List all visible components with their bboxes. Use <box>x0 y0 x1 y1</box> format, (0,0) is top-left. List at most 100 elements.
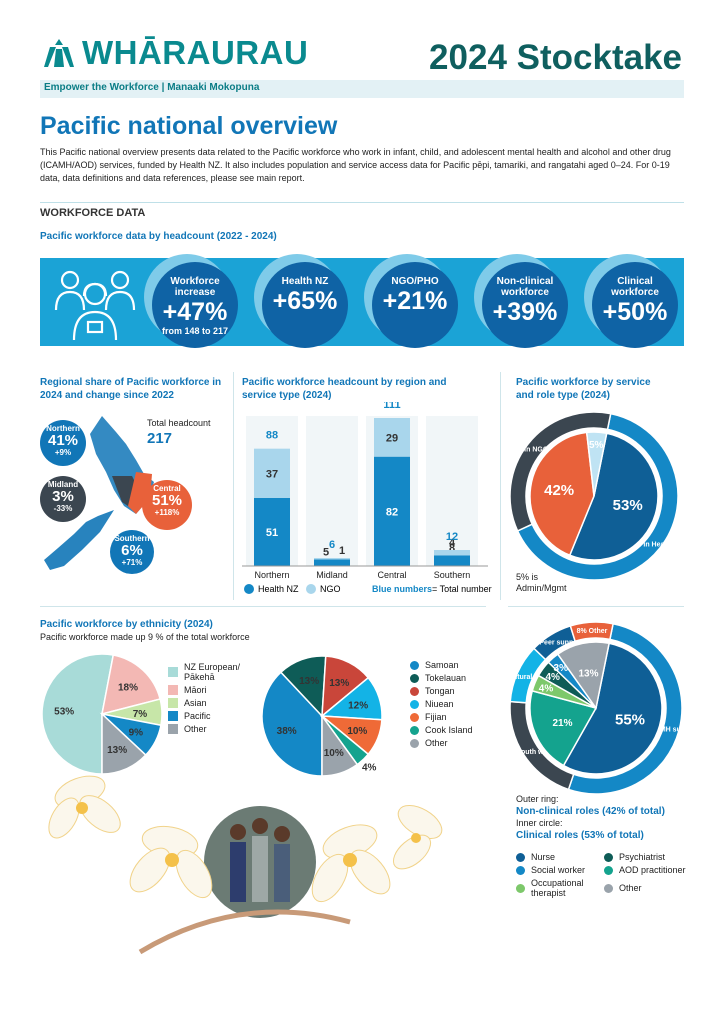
legend-item: NZ European/ Pākehā <box>168 662 252 682</box>
pie-slice-label: 18% <box>118 682 138 693</box>
legend-label: Asian <box>184 698 207 708</box>
ethnicity-legend: NZ European/ Pākehā Māori Asian Pacific Othe… <box>168 662 252 737</box>
bar-bg <box>426 416 478 566</box>
legend-note-a: Blue numbers <box>372 584 432 594</box>
legend-label: NGO <box>320 584 341 594</box>
inner-segment <box>568 432 659 561</box>
bar-health-nz <box>254 498 290 566</box>
legend-label: Samoan <box>425 660 459 670</box>
bar-ngo <box>374 418 410 457</box>
pie-slice-label: 13% <box>299 676 319 687</box>
legend-item: Other <box>168 724 252 734</box>
legend-swatch <box>410 673 419 683</box>
legend-label: AOD practitioner <box>619 865 686 875</box>
bar-health-nz <box>314 559 350 566</box>
stat-label: Workforce increase <box>170 276 220 298</box>
ethnicity-pie: 53% 18% 7% 9%13% <box>41 653 163 775</box>
region-change: +9% <box>54 448 72 457</box>
bar-ngo <box>434 550 470 556</box>
legend-item: Samoan <box>410 660 500 670</box>
stat-value: +65% <box>272 287 338 315</box>
pie-slice <box>101 712 147 775</box>
inner-segment <box>529 431 595 557</box>
region-share: 3% <box>52 488 74 505</box>
inner-segment-label: 42% <box>544 482 574 499</box>
legend-swatch <box>168 698 178 708</box>
pie-slice-label: 53% <box>54 706 74 717</box>
region-bubble-midland: Midland 3% -33% <box>40 476 86 522</box>
inner-segment-label: 13% <box>578 668 598 679</box>
legend-swatch <box>410 738 419 748</box>
total-value: 217 <box>147 430 173 447</box>
pie-slice-label: 10% <box>347 726 367 737</box>
logo: WHĀRAURAU <box>44 34 308 72</box>
legend-label: Other <box>619 883 642 893</box>
legend-label: Occupational therapist <box>531 878 584 898</box>
legend-item: Fijian <box>410 712 500 722</box>
regional-title: Regional share of Pacific workforce in 2… <box>40 377 222 401</box>
pie-slice-label: 4% <box>362 762 377 773</box>
divider <box>500 372 501 600</box>
pie-slice-label: 10% <box>324 748 344 759</box>
legend-item: Social worker <box>516 865 598 875</box>
legend-swatch <box>168 711 178 721</box>
region-name: Northern <box>46 424 80 433</box>
legend-item: Occupational therapist <box>516 878 598 898</box>
legend-label: Other <box>184 724 207 734</box>
stat-value: +50% <box>602 298 668 326</box>
stat-value: +21% <box>382 287 448 315</box>
legend-swatch <box>410 699 419 709</box>
pie-slice <box>321 713 359 777</box>
region-change: -33% <box>53 504 73 513</box>
legend-swatch <box>516 865 525 875</box>
legend-item: Asian <box>168 698 252 708</box>
bar-category-label: Central <box>377 570 406 580</box>
legend-swatch <box>410 686 419 696</box>
bar-category-label: Midland <box>316 570 348 580</box>
stat-label: Clinical workforce <box>611 276 659 298</box>
legend-label: Cook Island <box>425 725 473 735</box>
workforce-people-icon <box>54 270 136 341</box>
nz-map <box>44 416 154 570</box>
outer-ring-label: 65% employed in Health NZ services <box>593 541 684 548</box>
stat-circle: Clinical workforce +50% <box>592 262 678 348</box>
roles-donut: 52% MH support 21% Youth worker 11% Cultur… <box>508 621 686 795</box>
legend-swatch <box>516 883 525 893</box>
legend-item: Niuean <box>410 699 500 709</box>
section-heading: WORKFORCE DATA <box>40 207 146 219</box>
legend-item: Tokelauan <box>410 673 500 683</box>
bar-category-label: Northern <box>254 570 289 580</box>
bar-category-label: Southern <box>434 570 471 580</box>
divider <box>233 372 234 600</box>
legend-label: Tokelauan <box>425 673 467 683</box>
bar-health-nz <box>434 555 470 566</box>
divider <box>508 606 684 607</box>
inner-segment-label: 4% <box>545 672 560 683</box>
service-donut: 65% employed in Health NZ services35% em… <box>508 411 684 581</box>
outer-ring-label: 21% Youth worker <box>508 749 561 756</box>
bar-value-label: 29 <box>386 432 398 444</box>
pie-slice-label: 7% <box>133 709 148 720</box>
bar-value-label: 8 <box>449 542 455 554</box>
admin-note: 5% is Admin/Mgmt <box>516 572 567 593</box>
frangipani-photo <box>48 775 443 955</box>
bar-ngo <box>254 448 290 498</box>
legend-swatch <box>410 725 419 735</box>
inner-desc: Clinical roles (53% of total) <box>516 830 644 841</box>
headcount-band <box>40 258 684 346</box>
ethnicity-subtitle: Pacific workforce made up 9 % of the tot… <box>40 632 250 642</box>
legend-swatch <box>410 660 419 670</box>
bar-health-nz <box>374 456 410 566</box>
legend-label: Other <box>425 738 448 748</box>
pie-slice <box>41 653 115 775</box>
legend-label: Nurse <box>531 852 556 862</box>
pie-slice-label: 9% <box>129 727 144 738</box>
region-share: 51% <box>151 492 183 509</box>
headcount-title: Pacific workforce data by headcount (202… <box>40 231 277 242</box>
inner-segment-label: 4% <box>539 684 554 695</box>
legend-swatch <box>604 883 613 893</box>
region-name: Midland <box>47 480 79 489</box>
stat-label: NGO/PHO <box>391 276 439 287</box>
stat-circle: Non-clinical workforce +39% <box>482 262 568 348</box>
